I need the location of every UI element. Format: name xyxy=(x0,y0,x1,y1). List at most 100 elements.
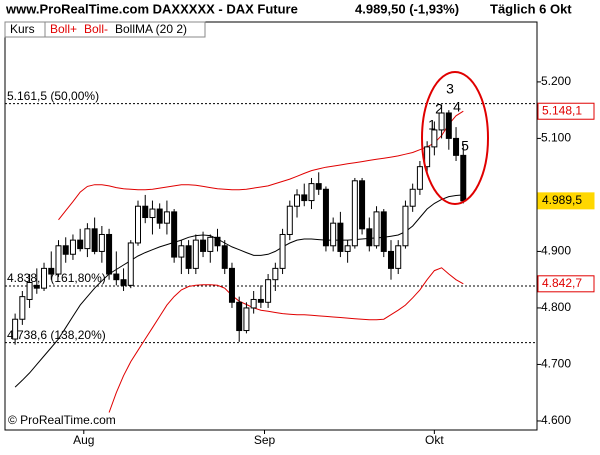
legend-label: Boll- xyxy=(84,22,108,36)
legend-label: Boll+ xyxy=(50,22,77,36)
band-line xyxy=(58,110,464,221)
y-tick-label: 4.700 xyxy=(541,357,571,371)
candle-body xyxy=(156,208,163,224)
chart-title: www.ProRealTime.com DAXXXXX - DAX Future xyxy=(5,1,298,16)
candle-body xyxy=(257,298,264,303)
candle-body xyxy=(84,228,91,250)
level-label: 5.161,5 (50,00%) xyxy=(7,89,99,103)
candle-body xyxy=(330,222,337,247)
candle-body xyxy=(395,245,402,269)
wave-label: 4 xyxy=(453,99,461,115)
candle-body xyxy=(120,279,127,286)
candle-body xyxy=(438,112,445,131)
candle-body xyxy=(221,245,228,269)
candle-body xyxy=(445,112,452,139)
candle-body xyxy=(33,284,40,289)
y-tick-label: 4.600 xyxy=(541,413,571,427)
candle-body xyxy=(322,188,329,247)
candle-body xyxy=(279,233,286,269)
y-tick-label: 4.900 xyxy=(541,244,571,258)
plot-frame xyxy=(4,21,538,431)
x-tick-label: Okt xyxy=(425,433,444,447)
candle-body xyxy=(431,129,438,148)
candle-body xyxy=(380,211,387,252)
candle-body xyxy=(286,205,293,235)
candle-body xyxy=(301,194,308,202)
price-label-box xyxy=(537,192,595,210)
candle-body xyxy=(135,205,141,244)
wave-label: 5 xyxy=(461,138,469,154)
band-line xyxy=(108,267,464,413)
candle-body xyxy=(12,318,19,340)
price-label: 4.989,5 xyxy=(542,193,582,207)
price-label: 5.148,1 xyxy=(542,103,582,117)
candle-body xyxy=(453,137,460,156)
price-label: 4.842,7 xyxy=(542,276,582,290)
candle-body xyxy=(106,233,113,275)
x-tick-label: Sep xyxy=(254,433,276,447)
candle-body xyxy=(308,183,315,202)
candle-body xyxy=(113,273,120,281)
wave-label: 2 xyxy=(435,101,443,117)
highlight-ellipse xyxy=(421,71,489,205)
candle-body xyxy=(424,146,431,168)
candle-body xyxy=(98,233,105,252)
candle-body xyxy=(250,298,257,309)
period: Täglich 6 Okt xyxy=(490,1,572,16)
candle-body xyxy=(344,245,351,252)
candle-body xyxy=(77,239,84,250)
price-label-box xyxy=(537,102,595,120)
candle-body xyxy=(185,245,192,269)
candle-body xyxy=(48,267,55,275)
quote: 4.989,50 (-1,93%) xyxy=(355,1,459,16)
candle-body xyxy=(337,222,344,252)
level-label: 4.738,6 (138,20%) xyxy=(7,328,106,342)
wave-label: 3 xyxy=(446,81,454,97)
candle-body xyxy=(207,236,214,252)
price-label-box xyxy=(537,275,595,293)
band-line xyxy=(14,194,464,388)
candle-body xyxy=(373,211,380,247)
y-tick-label: 5.100 xyxy=(541,131,571,145)
candle-body xyxy=(460,154,467,202)
wave-label: 1 xyxy=(428,117,436,133)
source: © ProRealTime.com xyxy=(8,413,116,427)
candle-body xyxy=(91,228,98,252)
candle-body xyxy=(178,245,185,258)
legend-label: BollMA (20 2) xyxy=(115,22,187,36)
y-tick-label: 5.200 xyxy=(541,74,571,88)
candle-body xyxy=(416,166,423,190)
candle-body xyxy=(69,239,76,255)
candle-body xyxy=(366,228,373,247)
candle-body xyxy=(387,250,394,269)
x-tick-label: Aug xyxy=(73,433,94,447)
legend-label: Kurs xyxy=(10,22,35,36)
candle-body xyxy=(149,208,156,219)
candle-body xyxy=(402,205,409,247)
candle-body xyxy=(236,301,243,332)
candle-body xyxy=(142,205,149,219)
candle-body xyxy=(359,180,366,230)
candle-body xyxy=(171,211,178,258)
candle-body xyxy=(315,183,322,190)
candle-body xyxy=(351,180,358,247)
candle-body xyxy=(19,296,26,320)
candle-body xyxy=(243,307,250,332)
candle-body xyxy=(55,245,62,275)
candle-body xyxy=(62,245,69,255)
candle-body xyxy=(214,236,221,247)
candle-body xyxy=(228,267,235,303)
candle-body xyxy=(41,267,48,289)
candle-body xyxy=(127,242,134,286)
candle-body xyxy=(26,282,33,300)
y-tick-label: 4.800 xyxy=(541,300,571,314)
plot: 4.600 4.700 4.800 4.900 5.100 5.200 Aug Sep Okt 5… xyxy=(5,74,595,447)
candle-body xyxy=(163,211,170,224)
candle-body xyxy=(200,239,207,252)
candle-body xyxy=(272,267,279,281)
candle-body xyxy=(294,194,301,207)
candle-body xyxy=(265,279,272,303)
